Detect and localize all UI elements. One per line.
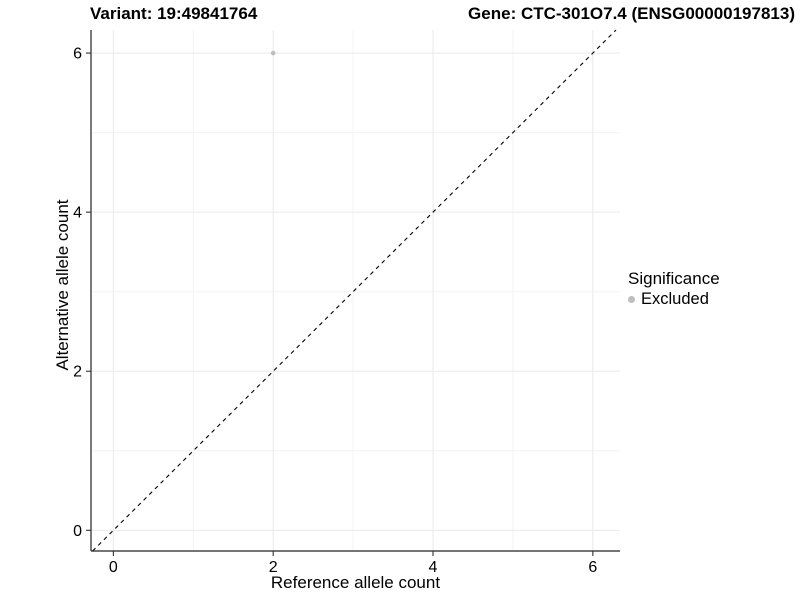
y-tick-label: 0 — [73, 523, 82, 540]
y-tick-label: 6 — [73, 46, 82, 63]
legend-item-excluded: Excluded — [628, 290, 720, 309]
gene-title: Gene: CTC-301O7.4 (ENSG00000197813) — [468, 4, 795, 23]
y-tick-label: 4 — [73, 205, 82, 222]
x-tick-label: 0 — [109, 559, 118, 576]
y-tick-label: 2 — [73, 364, 82, 381]
y-axis-title: Alternative allele count — [53, 199, 72, 371]
legend-title: Significance — [628, 269, 720, 288]
data-point — [270, 50, 276, 56]
legend-point-icon — [628, 296, 635, 303]
x-tick-label: 2 — [269, 559, 278, 576]
legend: Significance Excluded — [628, 269, 720, 309]
x-tick-label: 6 — [588, 559, 597, 576]
x-tick-label: 4 — [429, 559, 438, 576]
legend-item-label: Excluded — [641, 290, 709, 308]
identity-reference-line — [92, 29, 617, 552]
x-axis-title: Reference allele count — [270, 573, 441, 592]
variant-title: Variant: 19:49841764 — [90, 4, 258, 23]
